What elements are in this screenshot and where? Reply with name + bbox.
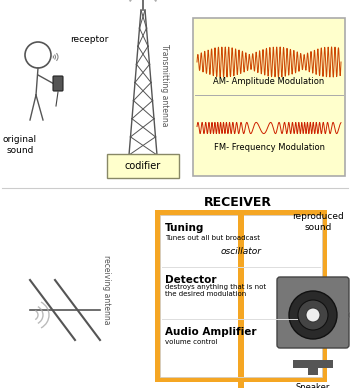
- Bar: [238, 215, 244, 377]
- Text: receptor: receptor: [70, 35, 108, 45]
- Text: receiving antenna: receiving antenna: [103, 255, 112, 325]
- Bar: [238, 382, 244, 388]
- Bar: [160, 215, 322, 377]
- Text: oscillator: oscillator: [220, 248, 261, 256]
- Circle shape: [306, 308, 320, 322]
- Bar: [155, 210, 327, 382]
- FancyBboxPatch shape: [53, 76, 63, 91]
- Text: volume control: volume control: [165, 339, 217, 345]
- Text: Detector: Detector: [165, 275, 217, 285]
- FancyBboxPatch shape: [193, 18, 345, 176]
- Text: reproduced
sound: reproduced sound: [292, 212, 344, 232]
- Text: RECEIVER: RECEIVER: [204, 196, 272, 208]
- Text: Audio Amplifier: Audio Amplifier: [165, 327, 257, 337]
- Text: Tunes out all but broadcast: Tunes out all but broadcast: [165, 235, 260, 241]
- Circle shape: [298, 300, 328, 330]
- Text: codifier: codifier: [125, 161, 161, 171]
- Text: original
sound: original sound: [3, 135, 37, 155]
- Text: destroys anything that is not
the desired modulation: destroys anything that is not the desire…: [165, 284, 266, 296]
- Text: AM- Amplitude Modulation: AM- Amplitude Modulation: [214, 78, 325, 87]
- Bar: [293, 360, 333, 368]
- Bar: [308, 367, 318, 375]
- FancyBboxPatch shape: [107, 154, 179, 178]
- Text: Speaker: Speaker: [296, 383, 330, 388]
- Text: FM- Frequency Modulation: FM- Frequency Modulation: [214, 144, 324, 152]
- Text: Transmitting antenna: Transmitting antenna: [161, 44, 169, 126]
- Circle shape: [289, 291, 337, 339]
- FancyBboxPatch shape: [277, 277, 349, 348]
- Text: Tuning: Tuning: [165, 223, 204, 233]
